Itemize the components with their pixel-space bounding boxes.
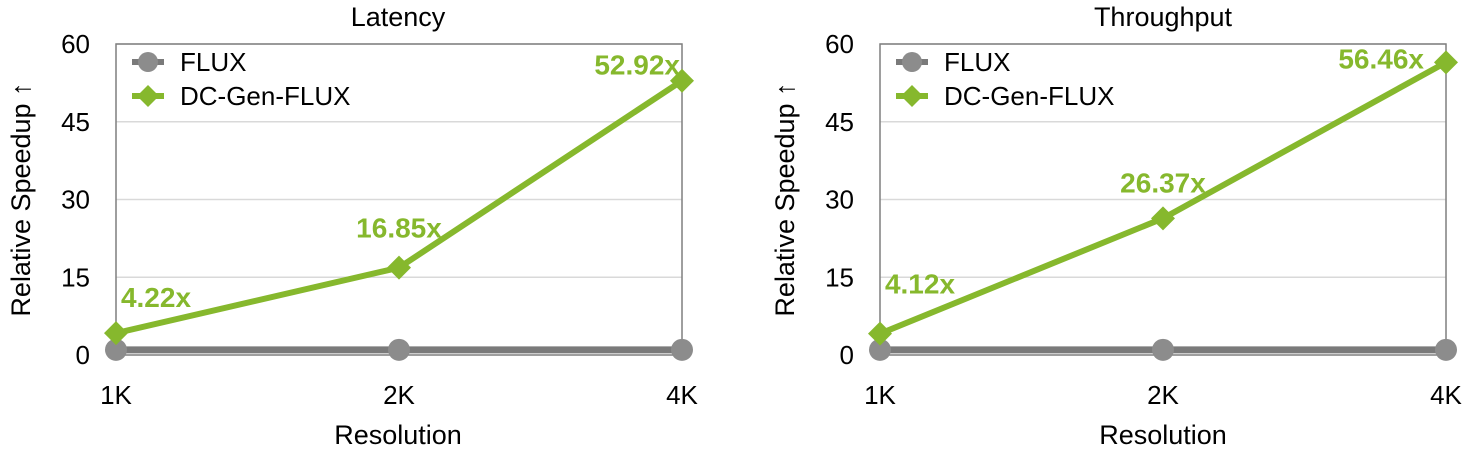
y-tick-label: 60: [825, 29, 854, 59]
x-axis-label: Resolution: [334, 420, 462, 450]
y-axis-label: Relative Speedup ↑: [6, 82, 36, 316]
x-tick-label: 2K: [383, 380, 415, 410]
data-label: 26.37x: [1120, 167, 1206, 198]
y-tick-label: 45: [825, 107, 854, 137]
data-label: 4.22x: [121, 282, 191, 313]
y-tick-label: 60: [61, 29, 90, 59]
series-line: [115, 78, 684, 337]
data-point: [1434, 50, 1458, 75]
x-tick-label: 4K: [666, 380, 698, 410]
series-dc-gen-flux: 4.22x 16.85x 52.92x: [104, 50, 694, 346]
data-label: 52.92x: [594, 50, 680, 81]
chart-title: Throughput: [1094, 2, 1233, 32]
y-tick-label: 30: [825, 185, 854, 215]
legend: FLUX DC-Gen-FLUX: [132, 47, 350, 111]
series-flux: [869, 338, 1457, 361]
data-point: [105, 338, 127, 361]
legend-marker-flux: [138, 52, 158, 72]
legend-marker-flux: [902, 52, 922, 72]
x-tick-label: 1K: [864, 380, 896, 410]
data-point: [1151, 206, 1175, 231]
legend-label-flux: FLUX: [180, 47, 246, 77]
legend-label-dc-gen-flux: DC-Gen-FLUX: [180, 81, 350, 111]
data-point: [104, 321, 128, 346]
y-tick-label: 0: [76, 340, 90, 370]
data-point: [670, 68, 694, 93]
data-point: [1435, 338, 1457, 361]
x-tick-label: 1K: [100, 380, 132, 410]
data-point: [671, 338, 693, 361]
legend-marker-dc-gen-flux: [137, 85, 159, 107]
chart-title: Latency: [351, 2, 446, 32]
legend-marker-dc-gen-flux: [901, 85, 923, 107]
chart-panel-1: 0 15 30 45 60 1K 2K 4K Latency Resolution Relative…: [6, 2, 699, 450]
y-tick-label: 45: [61, 107, 90, 137]
data-point: [388, 338, 410, 361]
x-tick-label: 2K: [1147, 380, 1179, 410]
x-axis-label: Resolution: [1099, 420, 1227, 450]
data-point: [868, 321, 892, 346]
y-tick-label: 15: [825, 262, 854, 292]
x-tick-label: 4K: [1430, 380, 1462, 410]
legend-label-flux: FLUX: [944, 47, 1010, 77]
y-tick-label: 30: [61, 185, 90, 215]
data-point: [869, 338, 891, 361]
legend-label-dc-gen-flux: DC-Gen-FLUX: [944, 81, 1114, 111]
y-tick-label: 15: [61, 262, 90, 292]
y-axis-label: Relative Speedup ↑: [770, 82, 800, 316]
y-tick-label: 0: [840, 340, 854, 370]
data-point: [1152, 338, 1174, 361]
legend: FLUX DC-Gen-FLUX: [896, 47, 1114, 111]
series-dc-gen-flux: 4.12x 26.37x 56.46x: [868, 43, 1458, 346]
data-label: 4.12x: [885, 269, 955, 300]
data-label: 16.85x: [356, 213, 442, 244]
chart-panel-2: 0 15 30 45 60 1K 2K 4K Throughput Resolution Relat…: [770, 2, 1463, 450]
data-point: [387, 255, 411, 280]
series-flux: [105, 338, 693, 361]
data-label: 56.46x: [1338, 43, 1424, 74]
